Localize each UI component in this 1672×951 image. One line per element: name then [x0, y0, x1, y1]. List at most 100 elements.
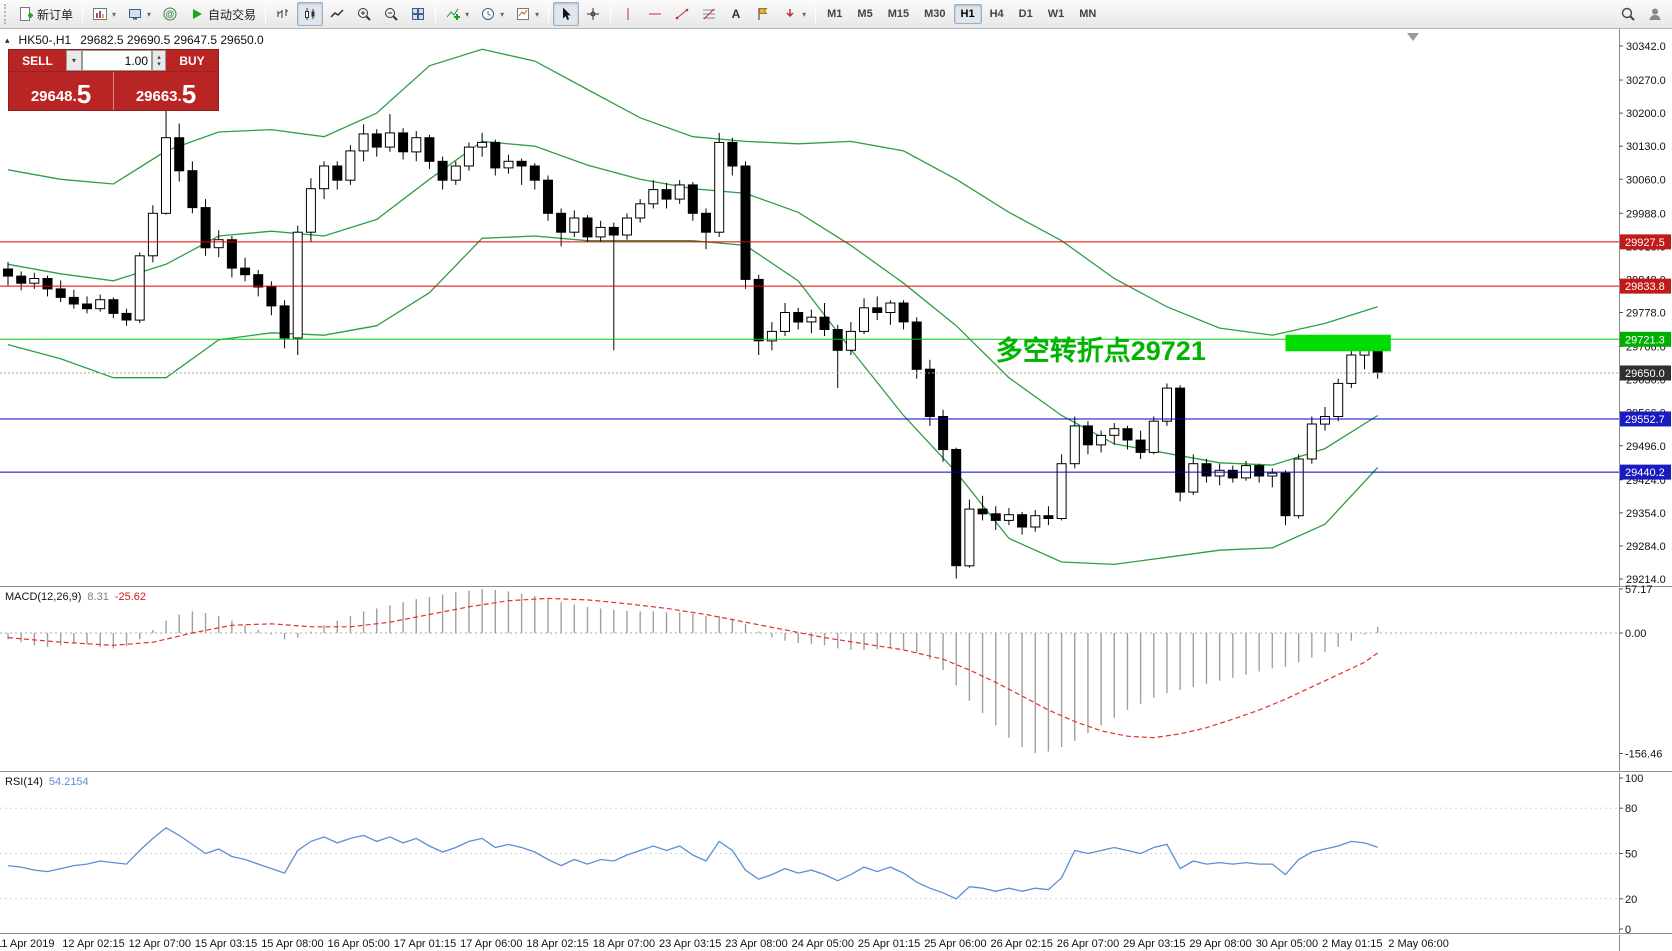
- toolbar-separator: [82, 4, 84, 24]
- price-axis-box-label: 29650.0: [1625, 368, 1665, 380]
- price-axis-box: [1620, 278, 1671, 294]
- spinner-down-icon[interactable]: ▾: [157, 60, 161, 68]
- time-axis-label: 11 Apr 2019: [0, 938, 55, 950]
- bollinger-lower[interactable]: [7, 235, 1379, 566]
- rsi-scale-label: 80: [1625, 803, 1637, 815]
- time-axis-label: 25 Apr 01:15: [858, 938, 920, 950]
- bar-chart-mode-button[interactable]: [270, 2, 296, 26]
- price-axis-label: 30270.0: [1626, 75, 1666, 87]
- arrows-button[interactable]: ▾: [777, 2, 811, 26]
- bars-icon: [275, 6, 291, 22]
- bollinger-bands[interactable]: [7, 48, 1379, 566]
- price-axis-box-label: 29833.8: [1625, 281, 1665, 293]
- new-chart-button[interactable]: ▾: [87, 2, 121, 26]
- label-button[interactable]: [750, 2, 776, 26]
- line-chart-mode-button[interactable]: [324, 2, 350, 26]
- sell-price[interactable]: 29648. 5: [9, 72, 113, 110]
- candles-icon: [302, 6, 318, 22]
- price-axis-box-label: 29721.3: [1625, 334, 1665, 346]
- zoom-out-button[interactable]: [378, 2, 404, 26]
- fibonacci-button[interactable]: [696, 2, 722, 26]
- time-axis-label: 25 Apr 06:00: [924, 938, 986, 950]
- timeframe-mn[interactable]: MN: [1079, 8, 1097, 20]
- text-button[interactable]: A: [723, 2, 749, 26]
- price-axis-label: 30060.0: [1626, 174, 1666, 186]
- person-icon: [1647, 6, 1663, 22]
- zoom-in-button[interactable]: [351, 2, 377, 26]
- rsi-scale-label: 50: [1625, 849, 1637, 861]
- macd-histogram: [7, 589, 1379, 754]
- periods-button[interactable]: ▾: [475, 2, 509, 26]
- vertical-line-button[interactable]: [615, 2, 641, 26]
- crosshair-button[interactable]: [580, 2, 606, 26]
- macd-scale-label: 0.00: [1625, 628, 1646, 640]
- trendline-icon: [674, 6, 690, 22]
- rsi-value: 54.2154: [48, 776, 89, 788]
- timeframe-h1[interactable]: H1: [953, 4, 982, 24]
- macd-label: MACD(12,26,9) 8.31 -25.62: [5, 591, 146, 603]
- community-button[interactable]: @: [157, 2, 183, 26]
- tile-windows-icon: [410, 6, 426, 22]
- volume-spinner[interactable]: ▴ ▾: [152, 50, 166, 71]
- cursor-button[interactable]: [553, 2, 580, 26]
- timeframe-m1[interactable]: M1: [827, 8, 843, 20]
- rsi-scale-label: 0: [1625, 924, 1631, 936]
- autotrading-button[interactable]: 自动交易: [184, 2, 261, 26]
- symbol-period-label: HK50-,H1: [18, 33, 72, 47]
- time-axis-label: 2 May 01:15: [1322, 938, 1383, 950]
- volume-input[interactable]: [82, 50, 152, 71]
- profiles-button[interactable]: ▾: [122, 2, 156, 26]
- new-order-button[interactable]: 新订单: [13, 2, 78, 26]
- crosshair-icon: [585, 6, 601, 22]
- search-button[interactable]: [1615, 2, 1641, 26]
- toolbar-grip[interactable]: [4, 4, 9, 24]
- buy-button[interactable]: BUY: [179, 53, 205, 68]
- time-axis-label: 12 Apr 02:15: [62, 938, 124, 950]
- price-axis-label: 29778.0: [1626, 308, 1666, 320]
- tile-windows-button[interactable]: [405, 2, 431, 26]
- timeframe-h4[interactable]: H4: [989, 8, 1004, 20]
- time-axis-label: 23 Apr 08:00: [725, 938, 787, 950]
- time-axis-label: 29 Apr 08:00: [1189, 938, 1251, 950]
- autotrading-label: 自动交易: [208, 7, 257, 22]
- annotation-text[interactable]: 多空转折点29721: [996, 335, 1206, 366]
- indicators-button[interactable]: ▾: [440, 2, 474, 26]
- toolbar-separator: [610, 4, 612, 24]
- timeframe-m5[interactable]: M5: [857, 8, 873, 20]
- time-axis-label: 26 Apr 02:15: [991, 938, 1053, 950]
- account-button[interactable]: [1642, 2, 1668, 26]
- highlight-rectangle[interactable]: [1285, 334, 1391, 352]
- candlestick-mode-button[interactable]: [297, 2, 324, 26]
- templates-button[interactable]: ▾: [510, 2, 544, 26]
- timeframe-d1[interactable]: D1: [1018, 8, 1033, 20]
- svg-text:@: @: [165, 9, 174, 19]
- spinner-up-icon[interactable]: ▴: [157, 53, 161, 61]
- rsi-scale-label: 20: [1625, 894, 1637, 906]
- template-icon: [515, 6, 531, 22]
- horizontal-line-button[interactable]: [642, 2, 668, 26]
- sell-button[interactable]: SELL: [22, 53, 53, 68]
- price-axis-label: 30342.0: [1626, 41, 1666, 53]
- toolbar-separator: [548, 4, 550, 24]
- volume-dropdown[interactable]: ▾: [66, 50, 82, 71]
- line-chart-icon: [329, 6, 345, 22]
- buy-price-main: 29663.: [135, 88, 182, 105]
- chart-header: ▴ HK50-,H1 29682.5 29690.5 29647.5 29650…: [5, 33, 264, 47]
- buy-price[interactable]: 29663. 5: [113, 72, 218, 110]
- timeframe-m30[interactable]: M30: [924, 8, 946, 20]
- text-icon: A: [728, 6, 744, 22]
- subwindow-collapse-icon[interactable]: ▴: [5, 34, 10, 45]
- chart-shift-marker[interactable]: [1407, 33, 1419, 41]
- community-icon: @: [162, 6, 178, 22]
- timeframe-m15[interactable]: M15: [887, 8, 910, 20]
- new-order-icon: [18, 6, 34, 22]
- macd-signal-line: [7, 597, 1379, 739]
- zoom-in-icon: [356, 6, 372, 22]
- clock-icon: [480, 6, 496, 22]
- price-axis-box: [1620, 464, 1671, 480]
- timeframe-w1[interactable]: W1: [1047, 8, 1065, 20]
- price-axis-label: 29214.0: [1626, 574, 1666, 586]
- bollinger-upper[interactable]: [7, 48, 1378, 336]
- trendline-button[interactable]: [669, 2, 695, 26]
